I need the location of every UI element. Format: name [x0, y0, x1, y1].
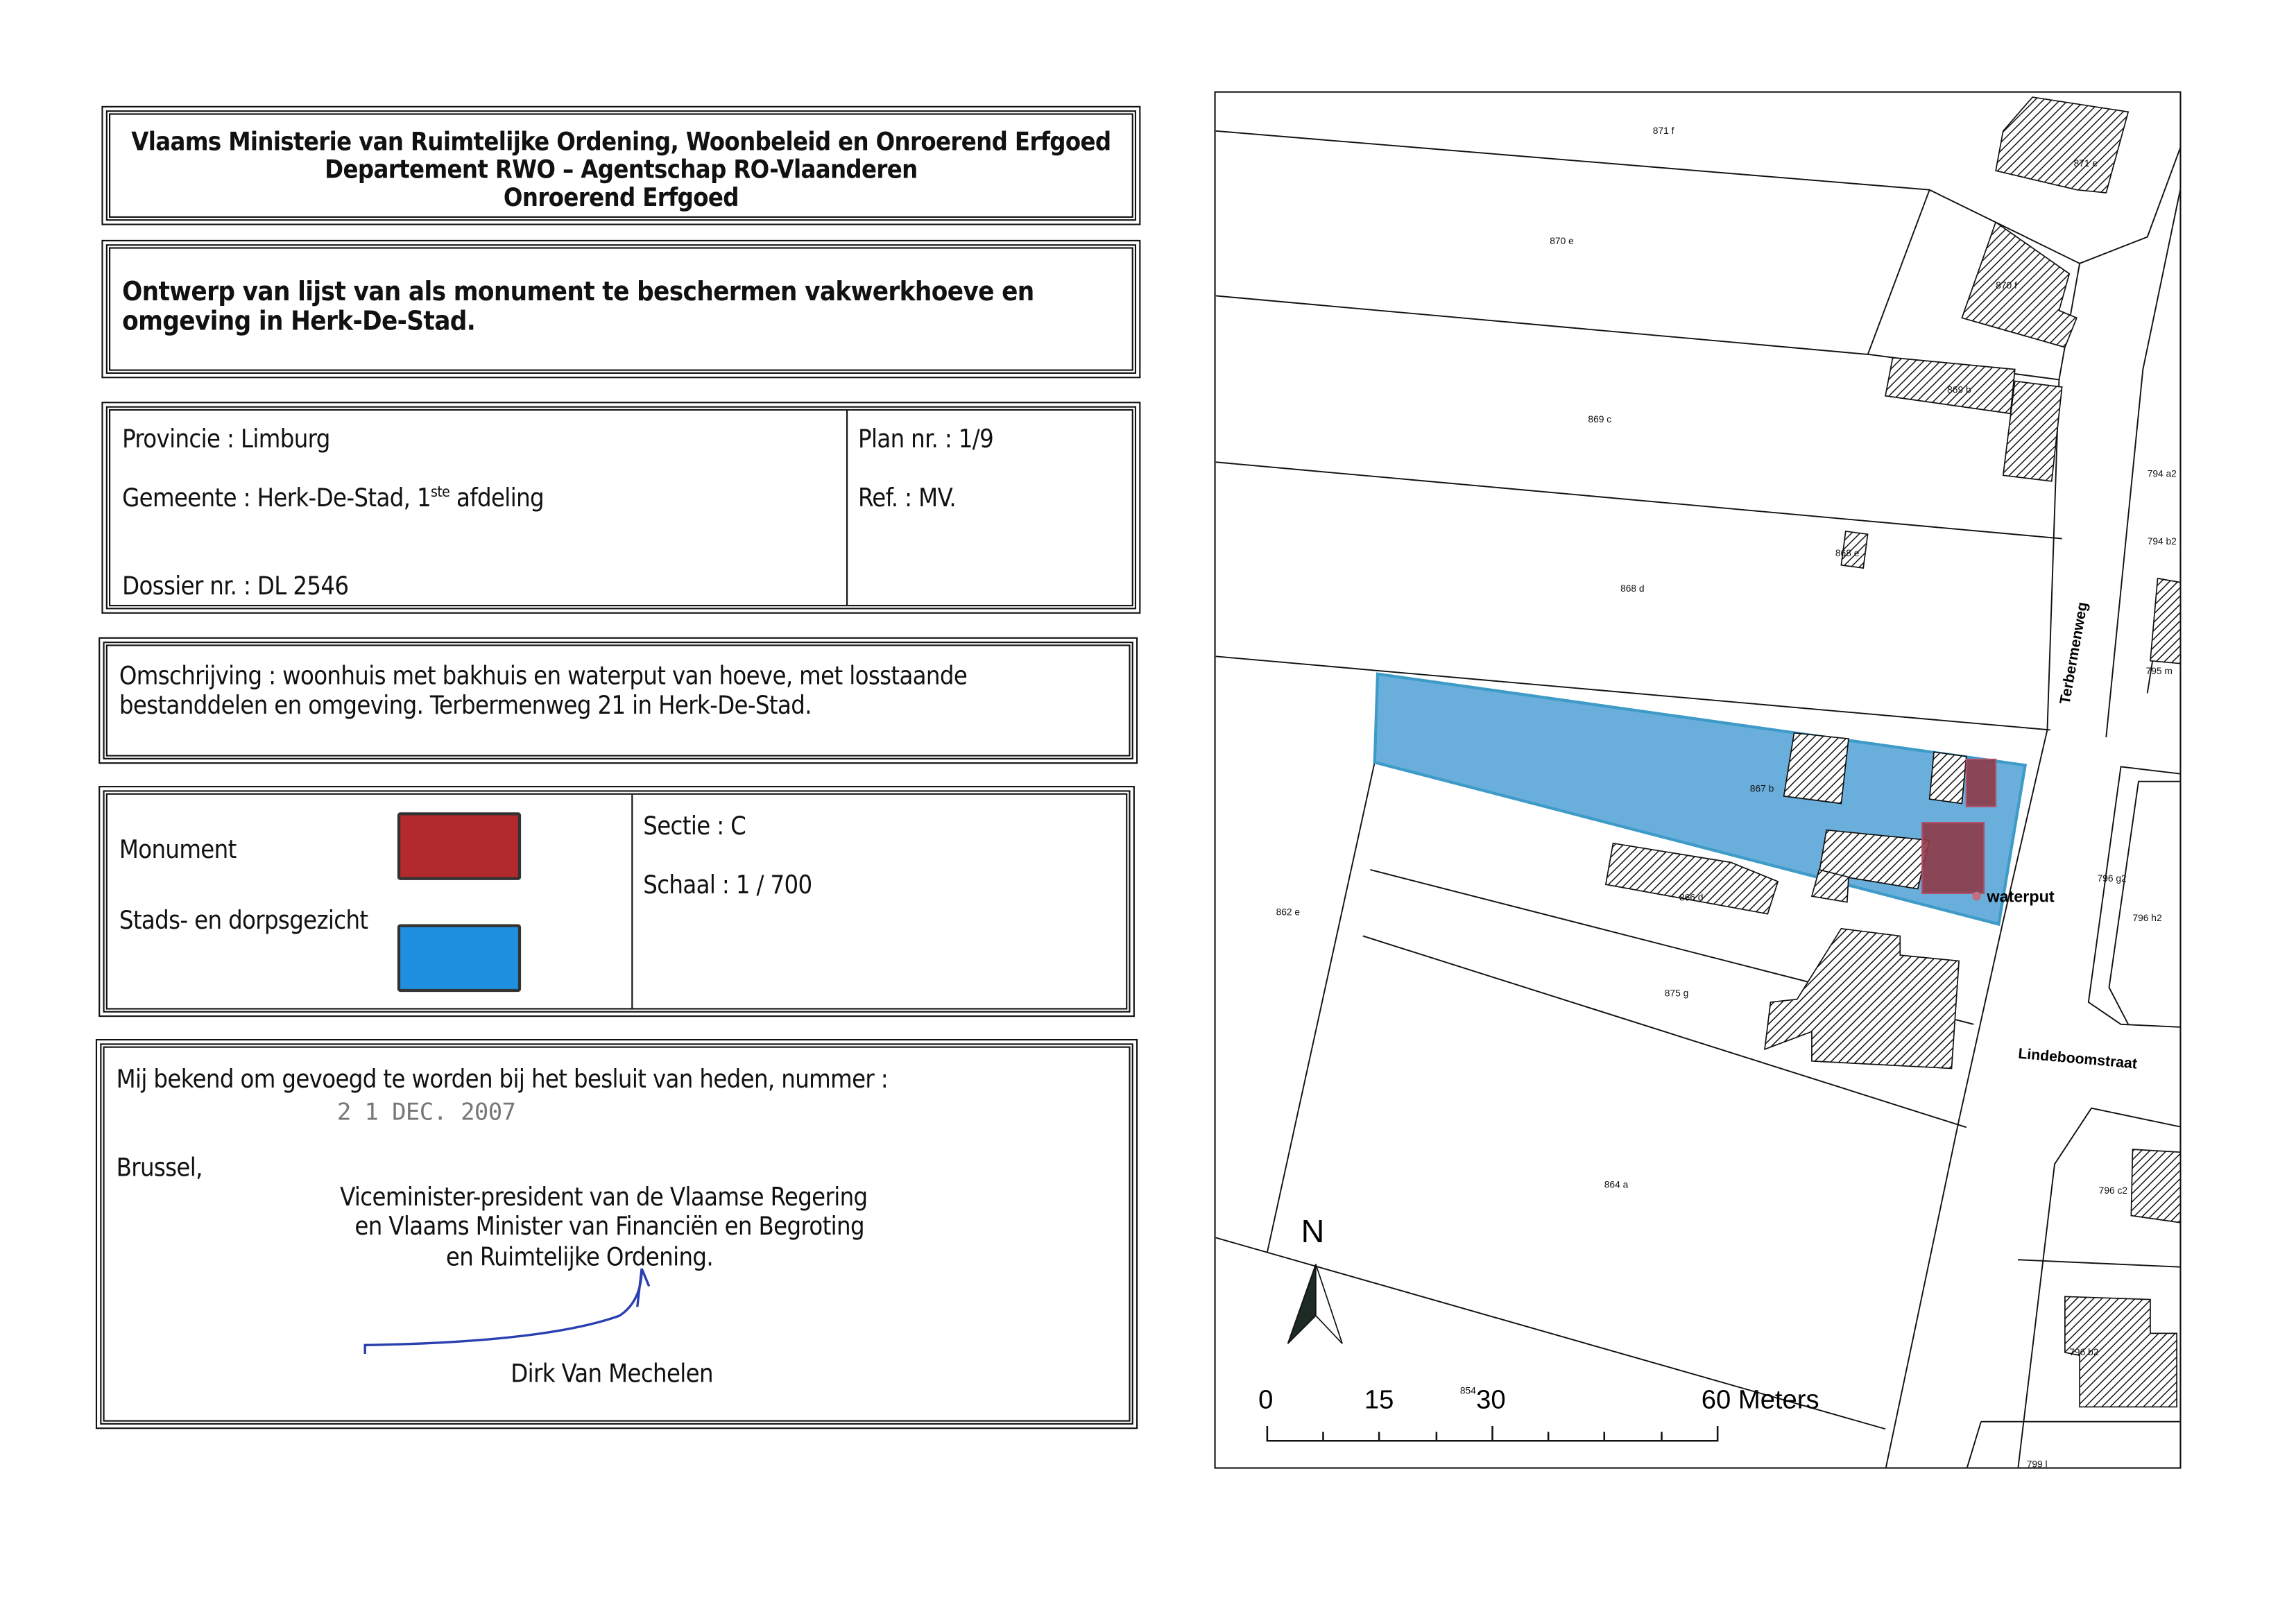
gemeente-suffix: afdeling: [449, 484, 545, 514]
north-label: N: [1301, 1213, 1325, 1249]
approval-box: Mij bekend om gevoegd te worden bij het …: [95, 1038, 1138, 1429]
waterput-label: waterput: [1986, 888, 2054, 906]
description-box: Omschrijving : woonhuis met bakhuis en w…: [98, 637, 1138, 764]
gemeente-sup: ste: [431, 484, 450, 501]
scale-label: 30: [1476, 1385, 1505, 1415]
signature: [363, 1268, 651, 1355]
dossier-number: Dossier nr. : DL 2546: [122, 572, 349, 602]
parcel-label: 870 f: [1996, 280, 2017, 291]
provincie: Provincie : Limburg: [122, 425, 330, 455]
gemeente: Gemeente : Herk-De-Stad, 1ste afdeling: [122, 484, 545, 514]
parcel-label: 867 b: [1750, 784, 1774, 794]
parcel-label: 854: [1460, 1385, 1476, 1396]
approval-text: Mij bekend om gevoegd te worden bij het …: [116, 1065, 889, 1095]
divider: [631, 794, 633, 1008]
signatory-name: Dirk Van Mechelen: [511, 1359, 713, 1389]
document-title-line1: Ontwerp van lijst van als monument te be…: [122, 276, 1034, 308]
parcel-label: 796 g2: [2098, 873, 2127, 884]
info-box: Provincie : Limburg Gemeente : Herk-De-S…: [101, 402, 1141, 614]
scale-label: 60 Meters: [1702, 1385, 1819, 1415]
parcel-label: 864 a: [1604, 1179, 1629, 1190]
divider: [846, 410, 848, 606]
legend-swatch-dorpsgezicht: [397, 924, 522, 993]
legend-swatch-monument: [397, 812, 522, 880]
parcel-label: 869 b: [1947, 385, 1971, 395]
parcel-labels: 871 f 871 e 870 e 870 f 869 c 869 b 868 …: [1276, 126, 2177, 1468]
parcel-label: 796 c2: [2099, 1185, 2127, 1196]
gemeente-text: Gemeente : Herk-De-Stad, 1: [122, 484, 431, 514]
date-stamp: 2 1 DEC. 2007: [336, 1097, 516, 1126]
signatory-role-line1: Viceminister-president van de Vlaamse Re…: [340, 1183, 868, 1213]
monument-buildings: [1921, 758, 1997, 894]
sectie: Sectie : C: [643, 812, 746, 842]
description-line1: Omschrijving : woonhuis met bakhuis en w…: [119, 662, 968, 692]
legend-label-monument: Monument: [119, 836, 237, 866]
parcel-label: 868 d: [1620, 583, 1645, 594]
buildings: [1604, 96, 2180, 1408]
cadastral-map: 871 f 871 e 870 e 870 f 869 c 869 b 868 …: [1214, 91, 2182, 1469]
parcel-label: 871 f: [1653, 126, 1674, 136]
north-arrow-icon: [1287, 1264, 1317, 1344]
parcel-label: 794 a2: [2148, 468, 2177, 479]
signatory-role-line2: en Vlaams Minister van Financiën en Begr…: [354, 1212, 864, 1242]
parcel-label: 799 l: [2027, 1459, 2048, 1468]
parcel-label: 870 e: [1550, 236, 1574, 246]
description-line2: bestanddelen en omgeving. Terbermenweg 2…: [119, 692, 812, 721]
reference: Ref. : MV.: [858, 484, 957, 514]
parcel-label: 795 m: [2146, 666, 2173, 676]
parcel-label: 866 d: [1679, 893, 1704, 903]
legend-label-dorpsgezicht: Stads- en dorpsgezicht: [119, 907, 368, 936]
waterput-marker: [1972, 891, 1981, 901]
parcel-label: 871 e: [2074, 158, 2098, 169]
scale-label: 15: [1364, 1385, 1394, 1415]
parcel-label: 862 e: [1276, 907, 1301, 918]
parcel-label: 875 g: [1665, 988, 1688, 998]
parcel-label: 869 c: [1588, 414, 1611, 424]
scale-label: 0: [1258, 1385, 1273, 1415]
parcel-label: 868 e: [1835, 548, 1860, 558]
parcel-label: 796 b2: [2069, 1347, 2098, 1357]
header-box: Vlaams Ministerie van Ruimtelijke Ordeni…: [101, 105, 1141, 225]
title-box: Ontwerp van lijst van als monument te be…: [101, 239, 1141, 379]
place: Brussel,: [116, 1153, 203, 1183]
schaal: Schaal : 1 / 700: [643, 871, 812, 901]
document-title-line2: omgeving in Herk-De-Stad.: [122, 306, 476, 337]
map-canvas: 871 f 871 e 870 e 870 f 869 c 869 b 868 …: [1215, 96, 2180, 1468]
parcel-label: 796 h2: [2132, 913, 2161, 923]
department-name: Departement RWO – Agentschap RO-Vlaander…: [325, 155, 918, 186]
ministry-name: Vlaams Ministerie van Ruimtelijke Ordeni…: [131, 128, 1111, 158]
parcel-label: 794 b2: [2148, 536, 2177, 547]
street-label-lindeboomstraat: Lindeboomstraat: [2018, 1046, 2138, 1072]
agency-name: Onroerend Erfgoed: [503, 184, 739, 214]
legend-box: Monument Stads- en dorpsgezicht Sectie :…: [98, 786, 1135, 1017]
north-arrow: N: [1287, 1213, 1343, 1344]
street-label-terbermenweg: Terbermenweg: [2057, 601, 2091, 705]
plan-number: Plan nr. : 1/9: [858, 425, 994, 455]
scale-bar: 0 15 30 60 Meters: [1258, 1385, 1819, 1442]
signatory-role-line3: en Ruimtelijke Ordening.: [445, 1243, 714, 1273]
